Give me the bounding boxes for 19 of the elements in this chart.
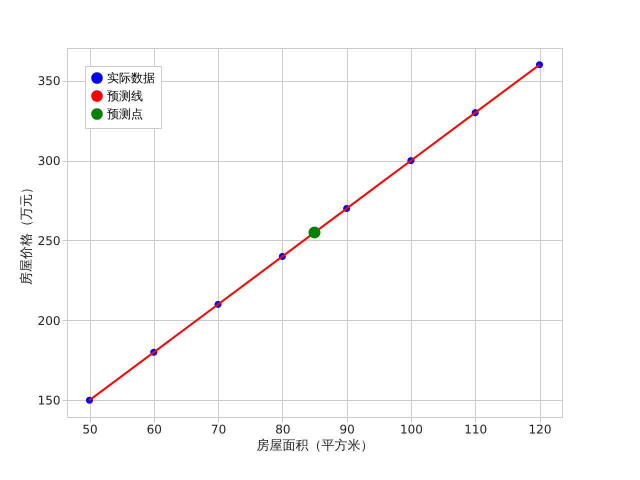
x-tick-label: 110 [464,422,488,436]
x-tick-label: 60 [146,422,162,436]
y-tick-label: 300 [38,154,60,168]
y-axis-title: 房屋价格（万元） [18,181,35,285]
y-tick-label: 200 [38,314,60,328]
legend-label: 实际数据 [107,71,155,85]
x-tick-label: 80 [275,422,290,436]
y-tick-label: 150 [38,394,60,408]
x-tick-label: 50 [82,422,98,436]
x-tick-label: 90 [340,422,355,436]
y-tick-label: 250 [38,234,60,248]
x-tick-label: 120 [528,422,552,436]
point [308,226,320,238]
x-axis-title: 房屋面积（平方米） [256,438,374,454]
y-tick-label: 350 [38,74,60,88]
legend-label: 预测线 [107,89,143,103]
x-tick-label: 100 [400,422,423,436]
legend-label: 预测点 [107,107,143,121]
x-tick-label: 70 [210,422,226,436]
